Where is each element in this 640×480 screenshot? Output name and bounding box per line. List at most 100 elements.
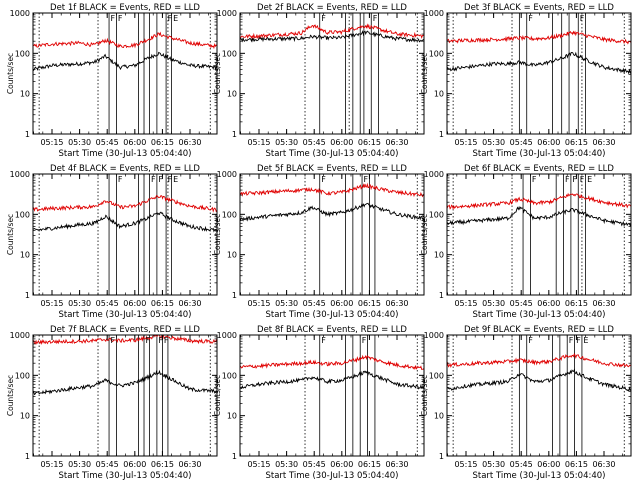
- y-axis-label: Counts/sec: [420, 214, 429, 255]
- x-tick-label: 06:00: [537, 299, 560, 308]
- flag-label: F: [321, 175, 326, 184]
- y-tick-label: 10: [227, 90, 237, 99]
- x-tick-label: 05:45: [303, 460, 326, 469]
- x-axis-label: Start Time (30-Jul-13 05:04:40): [266, 471, 399, 480]
- plot-frame: [32, 334, 218, 457]
- flag-label: F: [364, 175, 369, 184]
- x-tick-label: 06:15: [358, 299, 381, 308]
- x-tick-label: 05:15: [247, 299, 270, 308]
- plot-area: [33, 13, 217, 134]
- flag-label: F: [158, 336, 163, 345]
- x-tick-label: 05:30: [482, 138, 505, 147]
- series-line-events: [447, 51, 631, 75]
- y-tick-label: 100: [15, 49, 30, 58]
- x-axis-label: Start Time (30-Jul-13 05:04:40): [59, 310, 192, 320]
- y-tick-label: 1: [232, 452, 237, 461]
- flag-label: F: [158, 175, 163, 184]
- flag-label: F: [373, 14, 378, 23]
- y-tick-label: 1000: [217, 9, 237, 18]
- panel-title: Det 2f BLACK = Events, RED = LLD: [257, 3, 407, 13]
- series-line-events: [240, 202, 424, 222]
- y-tick-label: 10: [20, 412, 30, 421]
- x-tick-label: 06:00: [123, 299, 146, 308]
- y-tick-label: 1000: [424, 170, 444, 179]
- series-line-events: [33, 51, 217, 72]
- plot-area: [240, 174, 424, 295]
- y-axis-label: Counts/sec: [213, 375, 222, 416]
- x-tick-label: 06:00: [330, 138, 353, 147]
- y-tick-label: 1: [439, 130, 444, 139]
- x-tick-label: 06:15: [565, 299, 588, 308]
- flag-label: F: [569, 336, 574, 345]
- x-tick-label: 06:30: [178, 299, 201, 308]
- flag-label: E: [173, 175, 178, 184]
- flag-label: F: [118, 14, 123, 23]
- series-line-lld: [33, 194, 217, 213]
- x-tick-label: 06:15: [565, 460, 588, 469]
- x-tick-label: 06:00: [537, 460, 560, 469]
- flag-label: F: [321, 14, 326, 23]
- x-axis-label: Start Time (30-Jul-13 05:04:40): [266, 310, 399, 320]
- x-tick-label: 06:00: [330, 299, 353, 308]
- x-tick-label: 05:15: [454, 299, 477, 308]
- x-tick-label: 06:00: [537, 138, 560, 147]
- plot-area: [33, 335, 217, 456]
- x-tick-label: 06:15: [358, 460, 381, 469]
- series-line-lld: [447, 192, 631, 210]
- flag-label: F: [528, 336, 533, 345]
- y-axis-label: Counts/sec: [6, 53, 15, 94]
- x-axis-label: Start Time (30-Jul-13 05:04:40): [59, 471, 192, 480]
- x-tick-label: 05:45: [510, 138, 533, 147]
- y-tick-label: 1000: [217, 331, 237, 340]
- y-tick-label: 1000: [217, 170, 237, 179]
- flag-label: F: [362, 336, 367, 345]
- y-tick-label: 1000: [10, 331, 30, 340]
- panel-title: Det 6f BLACK = Events, RED = LLD: [464, 164, 614, 174]
- y-tick-label: 10: [227, 251, 237, 260]
- series-line-lld: [33, 335, 217, 346]
- flag-label: F: [168, 14, 173, 23]
- series-line-events: [240, 370, 424, 390]
- flag-label: F: [528, 14, 533, 23]
- x-tick-label: 06:00: [123, 460, 146, 469]
- plot-frame: [446, 12, 632, 135]
- y-tick-label: 10: [20, 251, 30, 260]
- x-tick-label: 05:30: [68, 138, 91, 147]
- y-tick-label: 1000: [424, 9, 444, 18]
- y-tick-label: 100: [222, 49, 237, 58]
- flag-label: F: [164, 336, 169, 345]
- x-tick-label: 05:30: [68, 460, 91, 469]
- x-tick-label: 06:30: [385, 138, 408, 147]
- flag-label: F: [111, 14, 116, 23]
- x-axis-label: Start Time (30-Jul-13 05:04:40): [473, 471, 606, 480]
- panel-title: Det 8f BLACK = Events, RED = LLD: [257, 325, 407, 335]
- x-axis-label: Start Time (30-Jul-13 05:04:40): [473, 149, 606, 159]
- x-tick-label: 05:45: [96, 460, 119, 469]
- x-tick-label: 05:30: [275, 299, 298, 308]
- x-tick-label: 06:00: [330, 460, 353, 469]
- x-tick-label: 06:30: [385, 299, 408, 308]
- plot-area: [240, 335, 424, 456]
- y-tick-label: 10: [434, 251, 444, 260]
- plot-frame: [239, 12, 425, 135]
- x-tick-label: 06:00: [123, 138, 146, 147]
- x-tick-label: 05:15: [454, 138, 477, 147]
- x-axis-label: Start Time (30-Jul-13 05:04:40): [266, 149, 399, 159]
- flag-label: F: [111, 336, 116, 345]
- x-tick-label: 05:30: [68, 299, 91, 308]
- flag-label: F: [146, 336, 151, 345]
- plot-frame: [239, 173, 425, 296]
- x-tick-label: 05:15: [247, 138, 270, 147]
- y-axis-label: Counts/sec: [213, 53, 222, 94]
- y-axis-label: Counts/sec: [6, 214, 15, 255]
- x-tick-label: 05:45: [303, 138, 326, 147]
- x-tick-label: 06:30: [592, 138, 615, 147]
- series-line-events: [447, 368, 631, 392]
- y-tick-label: 1000: [10, 170, 30, 179]
- y-tick-label: 10: [434, 90, 444, 99]
- x-tick-label: 05:30: [482, 299, 505, 308]
